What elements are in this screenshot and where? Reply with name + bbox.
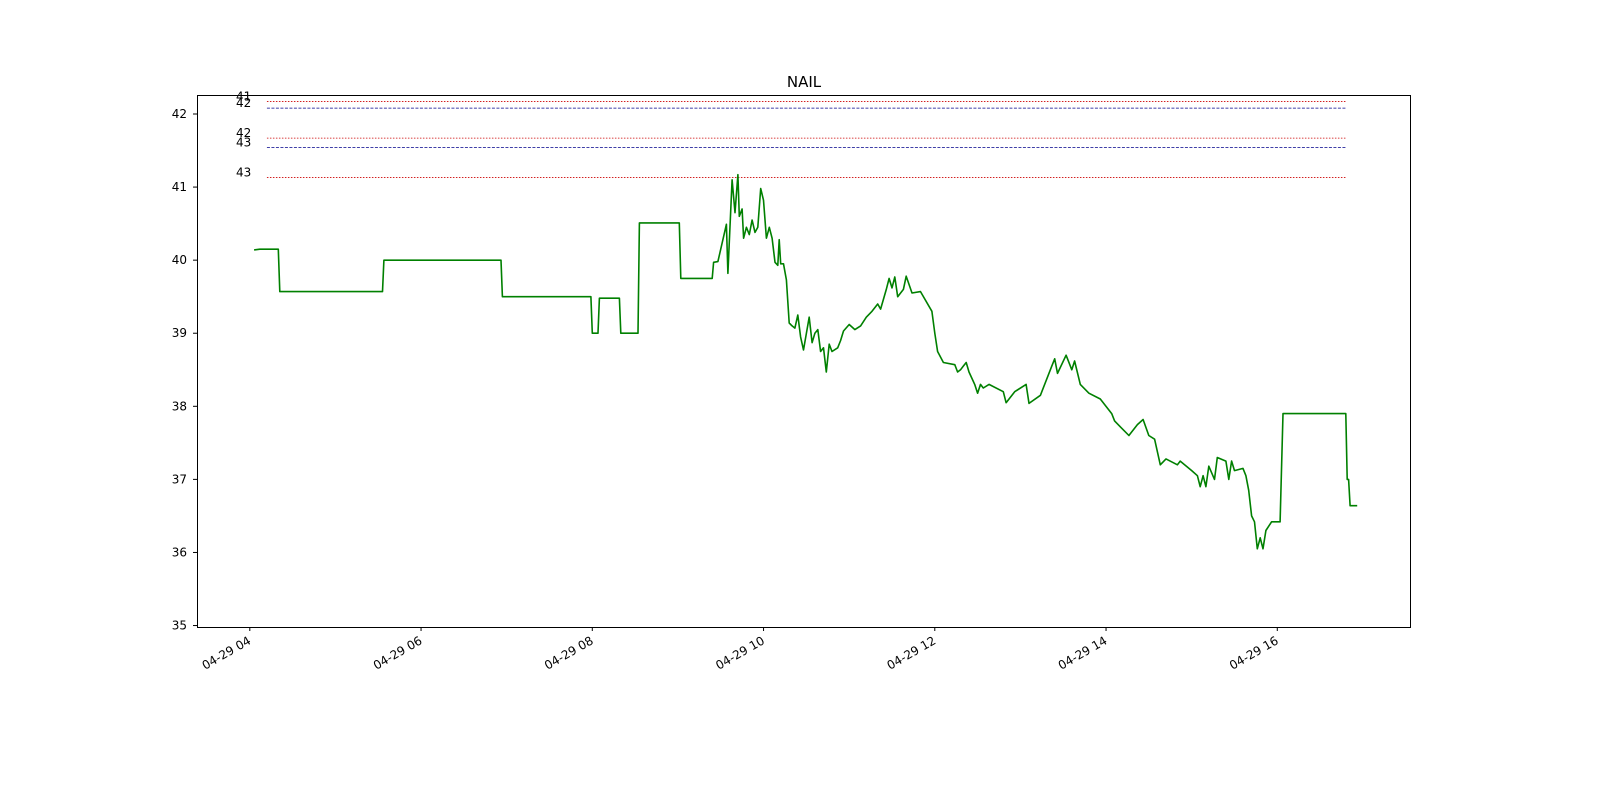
reference-line-label: 43 bbox=[236, 136, 251, 150]
y-tick-label: 41 bbox=[172, 180, 187, 194]
x-tick-label: 04-29 06 bbox=[371, 633, 425, 672]
y-tick-label: 40 bbox=[172, 253, 187, 267]
y-tick-label: 36 bbox=[172, 545, 187, 559]
x-axis: 04-29 04 04-29 06 04-29 08 04-29 10 04-29 12… bbox=[200, 627, 1281, 673]
y-axis: 35 36 37 38 39 40 41 42 bbox=[172, 107, 197, 633]
reference-line-label: 41 bbox=[236, 90, 251, 104]
plot-frame bbox=[197, 95, 1411, 628]
reference-line-label: 43 bbox=[236, 166, 251, 180]
series-layer bbox=[254, 173, 1358, 550]
y-tick-label: 39 bbox=[172, 326, 187, 340]
x-tick-label: 04-29 10 bbox=[713, 633, 767, 672]
x-tick-label: 04-29 12 bbox=[885, 633, 939, 672]
x-tick-label: 04-29 08 bbox=[542, 633, 596, 672]
x-tick-label: 04-29 16 bbox=[1227, 633, 1281, 672]
y-tick-label: 35 bbox=[172, 619, 187, 633]
x-tick-label: 04-29 04 bbox=[200, 633, 254, 672]
x-tick-label: 04-29 14 bbox=[1056, 633, 1110, 672]
reference-line-label: 42 bbox=[236, 96, 251, 110]
chart-title: NAIL bbox=[787, 73, 822, 91]
y-tick-label: 38 bbox=[172, 399, 187, 413]
y-tick-label: 42 bbox=[172, 107, 187, 121]
y-tick-label: 37 bbox=[172, 472, 187, 486]
series-line bbox=[254, 173, 1358, 550]
reference-line-label: 42 bbox=[236, 126, 251, 140]
